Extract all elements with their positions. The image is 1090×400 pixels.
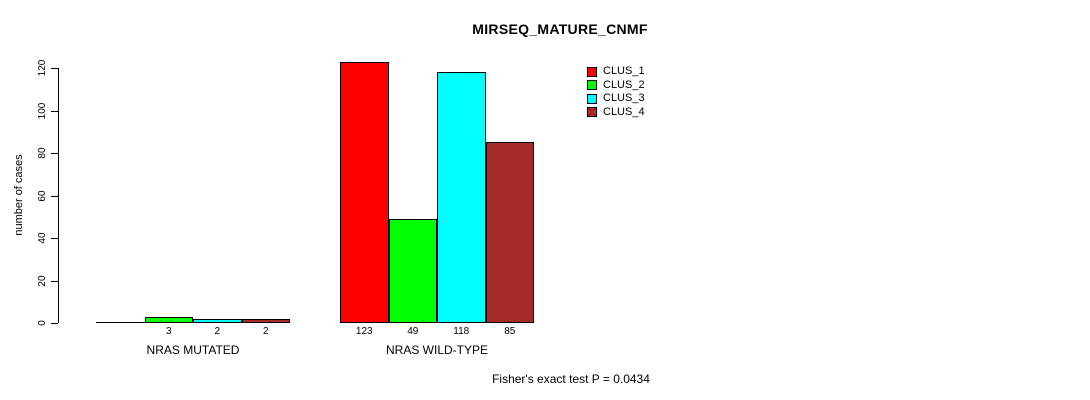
- bar-value-label: 118: [453, 326, 470, 337]
- bar-clus_2-group1: [144, 316, 193, 323]
- legend-item: CLUS_1: [587, 65, 645, 79]
- legend-swatch-clus_2: [587, 80, 597, 91]
- bar-clus_4-group2: [485, 142, 534, 323]
- y-axis-tick-label: 0: [37, 320, 48, 326]
- x-category-label: NRAS MUTATED: [146, 343, 240, 357]
- legend-swatch-clus_1: [587, 66, 597, 77]
- bar-value-label: 3: [165, 326, 172, 337]
- legend-item: CLUS_3: [587, 92, 645, 106]
- legend: CLUS_1 CLUS_2 CLUS_3 CLUS_4: [587, 65, 645, 119]
- bar-clus_3-group2: [437, 72, 486, 323]
- bar-value-label: 85: [504, 326, 516, 337]
- y-axis-tick-label: 100: [37, 102, 48, 119]
- y-axis-tick: [51, 195, 58, 197]
- y-axis-tick: [51, 68, 58, 69]
- y-axis-tick-label: 20: [37, 274, 48, 287]
- legend-label: CLUS_1: [603, 65, 645, 78]
- bar-value-label: 49: [407, 326, 419, 337]
- bar-clus_3-group1: [193, 318, 242, 323]
- y-axis-tick: [51, 238, 58, 239]
- y-axis-tick: [51, 110, 58, 112]
- legend-label: CLUS_3: [603, 92, 645, 105]
- y-axis-tick: [51, 280, 58, 282]
- y-axis-tick: [51, 153, 58, 154]
- legend-label: CLUS_4: [603, 105, 645, 118]
- bar-clus_1-group2: [340, 61, 389, 323]
- legend-swatch-clus_4: [587, 107, 597, 118]
- chart-title: MIRSEQ_MATURE_CNMF: [472, 21, 648, 37]
- legend-label: CLUS_2: [603, 78, 645, 91]
- y-axis-tick-label: 60: [37, 189, 48, 202]
- bar-value-label: 123: [355, 326, 373, 337]
- bar-clus_1-group1: [96, 322, 145, 323]
- bar-value-label: 2: [214, 326, 221, 337]
- y-axis-label: number of cases: [13, 154, 25, 236]
- y-axis-tick-label: 40: [37, 232, 48, 244]
- x-category-label: NRAS WILD-TYPE: [385, 343, 489, 357]
- y-axis-tick-label: 120: [37, 59, 48, 77]
- legend-item: CLUS_4: [587, 106, 645, 120]
- bar-clus_2-group2: [388, 218, 437, 323]
- y-axis-tick: [51, 323, 58, 324]
- y-axis-line: [58, 68, 59, 323]
- bar-value-label: 2: [262, 326, 269, 337]
- legend-item: CLUS_2: [587, 79, 645, 93]
- y-axis-tick-label: 80: [37, 147, 48, 159]
- fisher-test-annotation: Fisher's exact test P = 0.0434: [492, 372, 650, 386]
- bar-clus_4-group1: [241, 318, 290, 323]
- legend-swatch-clus_3: [587, 93, 597, 104]
